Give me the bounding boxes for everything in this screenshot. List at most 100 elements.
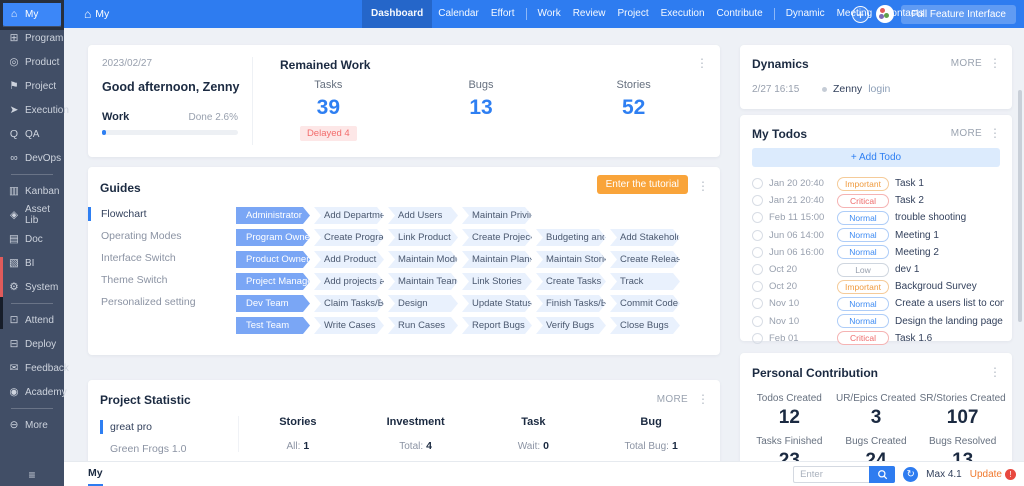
kebab-menu-icon[interactable]: ⋮ (989, 126, 1001, 140)
breadcrumb[interactable]: ⌂ My (84, 0, 109, 28)
full-feature-interface-button[interactable]: Full Feature Interface (900, 4, 1016, 24)
flow-step-chip[interactable]: Run Cases (388, 317, 458, 334)
kebab-menu-icon[interactable]: ⋮ (696, 56, 708, 70)
guides-tab-interface-switch[interactable]: Interface Switch (101, 252, 176, 264)
sidebar-item-my[interactable]: ⌂ My (2, 2, 62, 26)
flow-step-chip[interactable]: Maintain Plans (462, 251, 532, 268)
flow-role-chip[interactable]: Product Owner (236, 251, 310, 268)
my-todos-more-link[interactable]: MORE (950, 128, 982, 139)
update-link[interactable]: Update ! (970, 468, 1016, 480)
flow-step-chip[interactable]: Add Users (388, 207, 458, 224)
todo-title[interactable]: Meeting 1 (895, 229, 939, 241)
flow-step-chip[interactable]: Claim Tasks/Bugs (314, 295, 384, 312)
flow-step-chip[interactable]: Finish Tasks/Bugs (536, 295, 606, 312)
todo-checkbox[interactable] (752, 212, 763, 224)
kebab-menu-icon[interactable]: ⋮ (697, 392, 709, 406)
todo-title[interactable]: Task 1.6 (895, 332, 933, 344)
dynamics-more-link[interactable]: MORE (950, 58, 982, 69)
flow-step-chip[interactable]: Close Bugs (610, 317, 680, 334)
sidebar-item-system[interactable]: ⚙ System (0, 275, 64, 299)
sidebar-item-project[interactable]: ⚑ Project (0, 74, 64, 98)
kebab-menu-icon[interactable]: ⋮ (697, 179, 709, 193)
flow-step-chip[interactable]: Verify Bugs (536, 317, 606, 334)
flow-step-chip[interactable]: Commit Code (610, 295, 680, 312)
sidebar-item-kanban[interactable]: ▥ Kanban (0, 179, 64, 203)
guides-tab-flowchart[interactable]: Flowchart (88, 203, 228, 225)
flow-step-chip[interactable]: Budgeting and plann (536, 229, 606, 246)
flow-role-chip[interactable]: Dev Team (236, 295, 310, 312)
todo-checkbox[interactable] (752, 315, 763, 327)
flow-role-chip[interactable]: Administrator (236, 207, 310, 224)
project-statistic-more-link[interactable]: MORE (656, 394, 688, 405)
todo-checkbox[interactable] (752, 281, 763, 293)
flow-step-chip[interactable]: Add Product (314, 251, 384, 268)
top-menu-item-execution[interactable]: Execution (660, 8, 705, 19)
todo-title[interactable]: Design the landing page (895, 315, 1003, 327)
avatar[interactable] (875, 5, 894, 23)
top-menu-item-contacts[interactable]: Contacts (884, 8, 924, 19)
flow-step-chip[interactable]: Link Product (388, 229, 458, 246)
search-input[interactable] (793, 465, 870, 483)
stat-value[interactable]: 13 (469, 96, 493, 119)
todo-title[interactable]: trouble shooting (895, 212, 967, 224)
stat-value[interactable]: 52 (621, 96, 646, 119)
flow-step-chip[interactable]: Create Releases (610, 251, 680, 268)
kebab-menu-icon[interactable]: ⋮ (989, 365, 1001, 379)
dynamics-action[interactable]: login (868, 83, 891, 95)
guides-tab-personalized-setting[interactable]: Personalized setting (101, 296, 196, 308)
flow-step-chip[interactable]: Track (610, 273, 680, 290)
kebab-menu-icon[interactable]: ⋮ (989, 56, 1001, 70)
sidebar-item-execution[interactable]: ➤ Execution (0, 98, 69, 122)
dynamics-user[interactable]: Zenny (833, 83, 863, 95)
todo-title[interactable]: Task 2 (895, 195, 924, 207)
flow-step-chip[interactable]: Create Project (462, 229, 532, 246)
top-menu-item-calendar[interactable]: Calendar (438, 8, 479, 19)
todo-checkbox[interactable] (752, 195, 763, 207)
top-menu-item-review[interactable]: Review (572, 8, 606, 19)
flow-step-chip[interactable]: Create Tasks (536, 273, 606, 290)
flow-role-chip[interactable]: Program Owner (236, 229, 310, 246)
sidebar-item-more[interactable]: ⊖ More (0, 413, 64, 437)
sidebar-collapse-button[interactable]: ≡ (28, 468, 36, 482)
flow-step-chip[interactable]: Maintain Stories (536, 251, 606, 268)
todo-checkbox[interactable] (752, 178, 763, 190)
sidebar-item-product[interactable]: ◎ Product (0, 50, 64, 74)
flow-step-chip[interactable]: Maintain Modules (388, 251, 458, 268)
sidebar-item-doc[interactable]: ▤ Doc (0, 227, 64, 251)
project-list-item[interactable]: great pro (88, 416, 238, 438)
guides-tab-operating-modes[interactable]: Operating Modes (101, 230, 182, 242)
todo-checkbox[interactable] (752, 229, 763, 241)
sidebar-item-qa[interactable]: Q QA (0, 122, 64, 146)
todo-checkbox[interactable] (752, 298, 763, 310)
todo-title[interactable]: Backgroud Survey (895, 281, 977, 293)
todo-title[interactable]: Create a users list to contact (895, 298, 1004, 310)
sidebar-item-feedback[interactable]: ✉ Feedback (0, 356, 69, 380)
stat-value[interactable]: 39 (316, 96, 340, 119)
add-todo-button[interactable]: + Add Todo (752, 148, 1000, 167)
flow-step-chip[interactable]: Add projects and Ex (314, 273, 384, 290)
flow-step-chip[interactable]: Write Cases (314, 317, 384, 334)
flow-step-chip[interactable]: Maintain Teams (388, 273, 458, 290)
top-menu-item-effort[interactable]: Effort (490, 8, 515, 19)
top-menu-item-project[interactable]: Project (617, 8, 649, 19)
sidebar-item-asset-lib[interactable]: ◈ Asset Lib (0, 203, 64, 227)
enter-tutorial-button[interactable]: Enter the tutorial (596, 175, 688, 194)
flow-step-chip[interactable]: Add Departments (314, 207, 384, 224)
flow-step-chip[interactable]: Link Stories (462, 273, 532, 290)
todo-checkbox[interactable] (752, 246, 763, 258)
todo-title[interactable]: Task 1 (895, 178, 924, 190)
sidebar-item-program[interactable]: ⊞ Program (0, 26, 64, 50)
sidebar-item-bi[interactable]: ▧ BI (0, 251, 64, 275)
top-menu-item-contribute[interactable]: Contribute (716, 8, 763, 19)
flow-step-chip[interactable]: Update Status (462, 295, 532, 312)
flow-step-chip[interactable]: Design (388, 295, 458, 312)
sidebar-item-devops[interactable]: ∞ DevOps (0, 146, 64, 170)
todo-title[interactable]: dev 1 (895, 264, 920, 276)
search-button[interactable] (869, 465, 896, 483)
flow-step-chip[interactable]: Maintain Privileges (462, 207, 532, 224)
project-list-item[interactable]: Green Frogs 1.0 (110, 443, 187, 455)
flow-step-chip[interactable]: Report Bugs (462, 317, 532, 334)
todo-title[interactable]: Meeting 2 (895, 246, 939, 258)
top-menu-item-dashboard[interactable]: Dashboard (362, 0, 433, 28)
flow-step-chip[interactable]: Add Stakeholder (610, 229, 680, 246)
